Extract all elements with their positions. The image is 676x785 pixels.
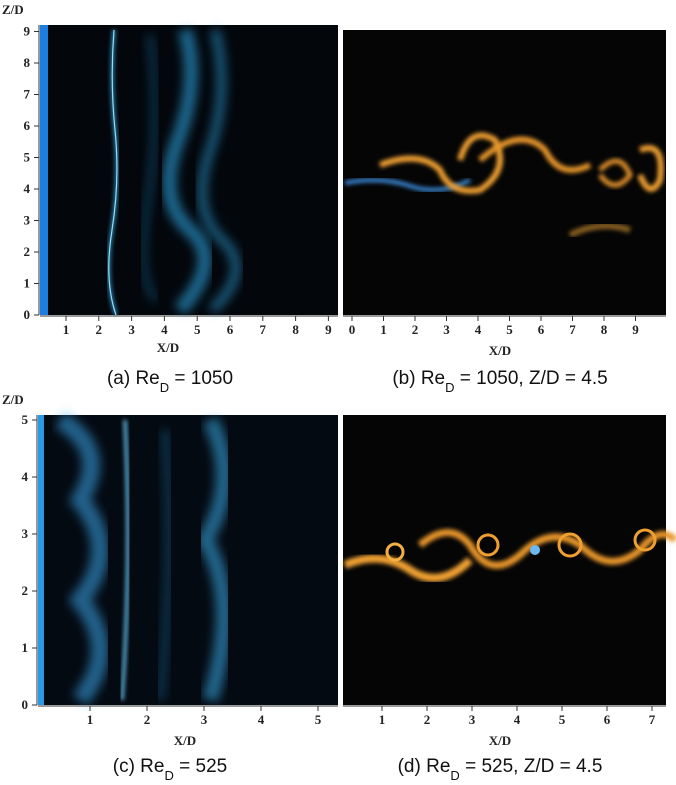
- caption-rest: = 1050, Z/D = 4.5: [455, 368, 608, 389]
- y-axis-label: Z/D: [2, 392, 24, 407]
- x-tick-label: 7: [260, 322, 267, 337]
- x-tick-label: 4: [258, 712, 265, 727]
- x-axis-label: X/D: [157, 340, 179, 355]
- x-tick-label: 8: [292, 322, 299, 337]
- caption-subscript: D: [445, 380, 454, 395]
- x-axis-label: X/D: [489, 733, 511, 748]
- x-tick-label: 1: [87, 712, 94, 727]
- y-tick-label: 2: [24, 244, 31, 259]
- x-tick-label: 6: [604, 712, 611, 727]
- x-tick-label: 0: [349, 322, 356, 337]
- x-tick-label: 5: [506, 322, 513, 337]
- x-tick-label: 1: [379, 712, 386, 727]
- caption-subscript: D: [160, 380, 169, 395]
- y-tick-label: 1: [24, 276, 31, 291]
- x-tick-label: 2: [424, 712, 431, 727]
- x-tick-label: 9: [632, 322, 639, 337]
- x-tick-label: 9: [325, 322, 332, 337]
- caption: (a) ReD = 1050: [107, 368, 233, 395]
- y-tick-label: 4: [22, 469, 29, 484]
- y-tick-label: 6: [24, 118, 31, 133]
- figure: 1234567890123456789Z/DX/D(a) ReD = 10500…: [0, 0, 676, 785]
- x-tick-label: 7: [569, 322, 576, 337]
- x-axis-label: X/D: [489, 343, 511, 358]
- y-tick-label: 3: [22, 526, 29, 541]
- x-tick-label: 3: [128, 322, 135, 337]
- x-tick-label: 1: [380, 322, 387, 337]
- x-tick-label: 3: [443, 322, 450, 337]
- x-tick-label: 3: [201, 712, 208, 727]
- panel: 1 2 3 4 5 6 7 X/D (d) ReD = 525, Z/D = 4.5: [343, 706, 666, 783]
- y-axis-label: Z/D: [2, 2, 24, 17]
- caption-rest: = 525: [174, 756, 227, 777]
- panel: 0 1 2 3 4 5 6 7 8 9 X/D (b) ReD = 1050, Z/D = 4.5: [343, 316, 666, 395]
- x-tick-label: 7: [649, 712, 656, 727]
- y-tick-label: 0: [24, 307, 31, 322]
- caption-text: (c) Re: [113, 756, 165, 777]
- y-tick-label: 5: [22, 412, 29, 427]
- x-axis-label: X/D: [174, 733, 196, 748]
- y-tick-label: 7: [24, 87, 31, 102]
- caption-rest: = 525, Z/D = 4.5: [460, 756, 603, 777]
- x-tick-label: 4: [475, 322, 482, 337]
- y-tick-label: 5: [24, 150, 31, 165]
- y-tick-label: 0: [22, 697, 29, 712]
- image-a: [40, 25, 338, 315]
- image-c: [38, 415, 338, 705]
- y-tick-label: 1: [22, 640, 29, 655]
- image-b: [343, 30, 666, 315]
- y-tick-label: 2: [22, 583, 29, 598]
- x-tick-label: 4: [161, 322, 168, 337]
- caption-text: (d) Re: [398, 756, 451, 777]
- y-tick-label: 9: [24, 24, 31, 39]
- x-tick-label: 8: [601, 322, 608, 337]
- x-tick-label: 5: [315, 712, 322, 727]
- y-tick-label: 8: [24, 55, 31, 70]
- caption-text: (a) Re: [107, 368, 160, 389]
- caption: (d) ReD = 525, Z/D = 4.5: [398, 756, 603, 783]
- y-tick-label: 4: [24, 181, 31, 196]
- x-tick-label: 2: [96, 322, 103, 337]
- image-d: [343, 415, 675, 705]
- x-tick-label: 1: [63, 322, 70, 337]
- caption-text: (b) Re: [392, 368, 445, 389]
- x-tick-label: 6: [227, 322, 234, 337]
- caption-subscript: D: [164, 768, 173, 783]
- x-tick-label: 2: [144, 712, 151, 727]
- caption-rest: = 1050: [169, 368, 233, 389]
- x-tick-label: 4: [514, 712, 521, 727]
- x-tick-label: 5: [559, 712, 566, 727]
- caption: (b) ReD = 1050, Z/D = 4.5: [392, 368, 607, 395]
- caption-subscript: D: [450, 768, 459, 783]
- x-tick-label: 5: [194, 322, 201, 337]
- y-tick-label: 3: [24, 213, 31, 228]
- caption: (c) ReD = 525: [113, 756, 227, 783]
- x-tick-label: 6: [538, 322, 545, 337]
- x-tick-label: 3: [469, 712, 476, 727]
- x-tick-label: 2: [412, 322, 419, 337]
